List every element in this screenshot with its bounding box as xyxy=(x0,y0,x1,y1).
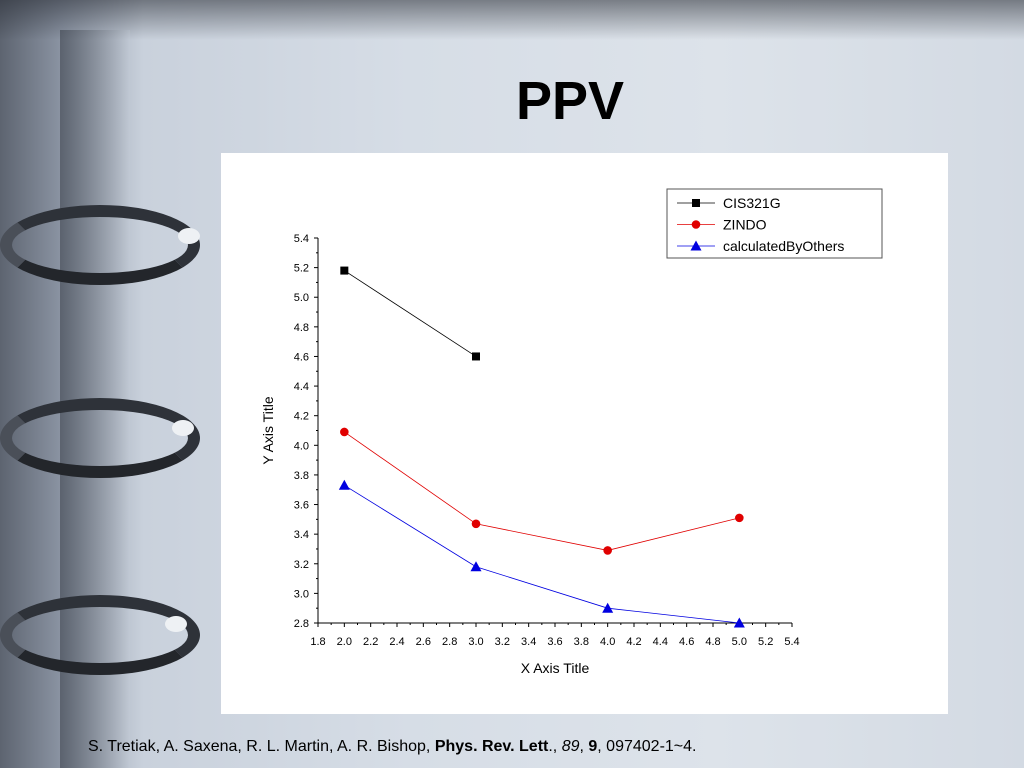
x-tick-label: 5.0 xyxy=(732,636,747,648)
citation: S. Tretiak, A. Saxena, R. L. Martin, A. … xyxy=(88,738,696,756)
binder-ring-3-shine xyxy=(165,616,187,632)
y-tick-label: 5.0 xyxy=(294,292,309,304)
y-tick-label: 4.8 xyxy=(294,322,309,334)
legend: CIS321G ZINDO calculatedByOthers xyxy=(666,188,883,259)
x-axis-title: X Axis Title xyxy=(521,660,590,676)
y-tick-label: 5.2 xyxy=(294,263,309,275)
series-line xyxy=(344,431,740,551)
data-point xyxy=(735,513,744,523)
data-point xyxy=(733,617,745,628)
y-tick-label: 3.0 xyxy=(294,588,309,600)
data-point xyxy=(472,352,480,361)
x-tick-label: 3.6 xyxy=(547,636,562,648)
x-tick-label: 3.4 xyxy=(521,636,536,648)
binder-ring-2-shine xyxy=(172,420,194,436)
slide-title: PPV xyxy=(515,71,625,131)
citation-sep1: ., xyxy=(548,738,562,755)
binder-ring-1 xyxy=(0,205,200,285)
y-tick-label: 3.4 xyxy=(294,529,309,541)
x-tick-label: 4.2 xyxy=(626,636,641,648)
x-tick-label: 5.2 xyxy=(758,636,773,648)
y-tick-label: 2.8 xyxy=(294,618,309,630)
x-tick-label: 3.2 xyxy=(495,636,510,648)
x-tick-label: 2.4 xyxy=(389,636,404,648)
citation-volume: 89 xyxy=(561,738,580,755)
series-line xyxy=(344,270,477,357)
y-tick-label: 5.4 xyxy=(294,233,309,245)
x-tick-label: 4.6 xyxy=(679,636,694,648)
series-zindo xyxy=(340,427,744,555)
legend-label: ZINDO xyxy=(723,217,767,233)
data-point xyxy=(338,479,350,490)
x-tick-label: 2.6 xyxy=(416,636,431,648)
legend-marker xyxy=(691,220,701,229)
y-tick-label: 4.2 xyxy=(294,411,309,423)
x-tick-label: 2.0 xyxy=(337,636,352,648)
y-tick-label: 3.6 xyxy=(294,500,309,512)
y-tick-label: 4.0 xyxy=(294,440,309,452)
data-point xyxy=(470,561,482,572)
y-tick-label: 4.4 xyxy=(294,381,309,393)
citation-authors: S. Tretiak, A. Saxena, R. L. Martin, A. … xyxy=(88,738,435,755)
x-tick-label: 3.0 xyxy=(468,636,483,648)
data-point xyxy=(340,266,349,275)
citation-journal: Phys. Rev. Lett xyxy=(434,738,549,755)
chart-panel: 2.8 3.0 3.2 3.4 3.6 3.8 4.0 4.2 4.4 4.6 4.8 5.0 5.2 5… xyxy=(221,153,948,714)
legend-label: CIS321G xyxy=(723,195,781,211)
data-point xyxy=(340,427,349,437)
x-tick-label: 4.0 xyxy=(600,636,615,648)
binder-ring-1-shine xyxy=(178,228,200,244)
data-point xyxy=(603,546,612,555)
binder-ring-2 xyxy=(0,398,200,478)
x-tick-label: 1.8 xyxy=(310,636,325,648)
x-tick-label: 5.4 xyxy=(784,636,799,648)
data-point xyxy=(471,519,481,529)
x-tick-label: 3.8 xyxy=(574,636,589,648)
citation-pages: , 097402-1~4. xyxy=(597,738,697,755)
y-tick-label: 3.2 xyxy=(294,559,309,571)
y-axis-title: Y Axis Title xyxy=(260,396,276,464)
series-cis321g xyxy=(340,266,480,361)
citation-sep2: , xyxy=(579,738,589,755)
series-line xyxy=(344,484,740,624)
citation-issue: 9 xyxy=(588,738,598,755)
x-tick-label: 2.8 xyxy=(442,636,457,648)
x-tick-label: 2.2 xyxy=(363,636,378,648)
series-calculatedbyothers xyxy=(338,479,745,628)
x-tick-label: 4.8 xyxy=(705,636,720,648)
y-tick-label: 3.8 xyxy=(294,470,309,482)
y-tick-label: 4.6 xyxy=(294,351,309,363)
background-shadow xyxy=(0,0,1024,40)
line-chart: 2.8 3.0 3.2 3.4 3.6 3.8 4.0 4.2 4.4 4.6 4.8 5.0 5.2 5… xyxy=(260,188,883,676)
x-tick-label: 4.4 xyxy=(653,636,668,648)
legend-label: calculatedByOthers xyxy=(723,238,844,254)
legend-marker xyxy=(690,240,702,251)
data-point xyxy=(602,602,614,613)
binder-ring-3 xyxy=(0,595,200,675)
legend-marker xyxy=(692,199,700,207)
legend-box xyxy=(666,188,883,259)
